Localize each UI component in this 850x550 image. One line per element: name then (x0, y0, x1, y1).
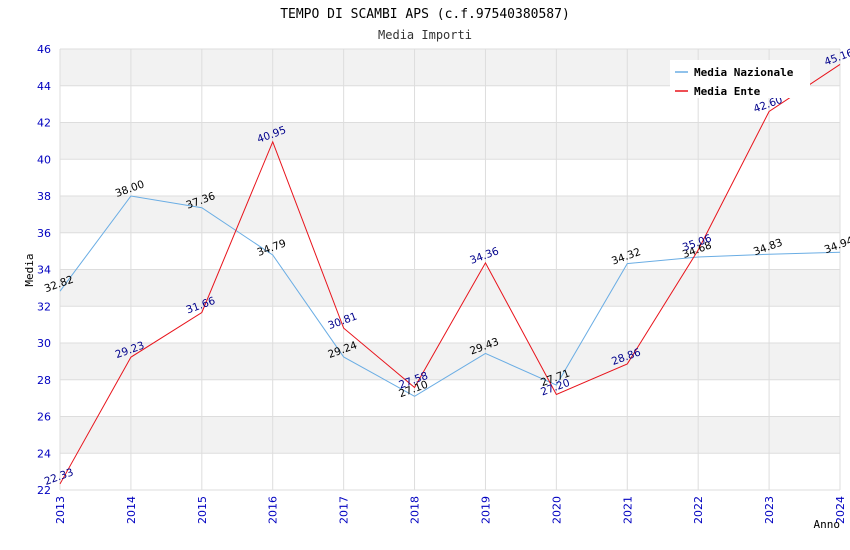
x-tick-label: 2017 (338, 496, 351, 524)
y-tick-label: 46 (37, 43, 51, 56)
y-tick-label: 42 (37, 117, 51, 130)
legend: Media Nazionale Media Ente (670, 60, 810, 98)
y-tick-label: 40 (37, 153, 51, 166)
y-tick-label: 36 (37, 227, 51, 240)
grid-band (60, 122, 840, 160)
x-tick-label: 2018 (409, 496, 422, 524)
series-line-0 (59, 195, 841, 397)
grid-band (60, 269, 840, 307)
y-tick-label: 34 (37, 264, 51, 277)
y-axis-label: Media (23, 253, 36, 286)
series-lines (59, 64, 841, 485)
x-tick-label: 2013 (54, 496, 67, 524)
grid-band (60, 343, 840, 380)
data-label: 34.32 (610, 246, 642, 268)
y-tick-label: 24 (37, 447, 51, 460)
legend-box (670, 60, 810, 98)
grid-band (60, 416, 840, 454)
x-tick-label: 2024 (834, 496, 847, 524)
grid-lines (59, 48, 841, 491)
data-label: 34.79 (256, 237, 288, 259)
y-tick-label: 28 (37, 374, 51, 387)
y-tick-label: 26 (37, 411, 51, 424)
legend-entry: Media Ente (694, 85, 761, 98)
data-label: 22.33 (43, 466, 75, 488)
y-tick-label: 38 (37, 190, 51, 203)
x-tick-label: 2019 (479, 496, 492, 524)
legend-entry: Media Nazionale (694, 66, 794, 79)
x-tick-label: 2021 (621, 496, 634, 524)
chart-title: TEMPO DI SCAMBI APS (c.f.97540380587) (280, 7, 570, 22)
x-tick-label: 2014 (125, 496, 138, 524)
series-line-1 (59, 64, 841, 485)
x-axis-ticks: 2013 2014 2015 2016 2017 2018 2019 2020 2021 2022… (54, 496, 847, 524)
y-tick-label: 30 (37, 337, 51, 350)
grid-bands (60, 49, 840, 454)
x-tick-label: 2023 (763, 496, 776, 524)
chart-subtitle: Media Importi (378, 28, 472, 42)
x-tick-label: 2022 (692, 496, 705, 524)
data-label: 34.83 (752, 237, 784, 259)
data-label: 30.81 (326, 311, 358, 333)
y-tick-label: 22 (37, 484, 51, 497)
y-axis-ticks: 22 24 26 28 30 32 34 36 38 40 42 44 46 (37, 43, 51, 497)
x-tick-label: 2020 (550, 496, 563, 524)
y-tick-label: 44 (37, 80, 51, 93)
x-tick-label: 2015 (196, 496, 209, 524)
data-label: 34.94 (823, 235, 850, 257)
y-tick-label: 32 (37, 300, 51, 313)
x-tick-label: 2016 (267, 496, 280, 524)
x-axis-label: Anno (814, 518, 841, 531)
